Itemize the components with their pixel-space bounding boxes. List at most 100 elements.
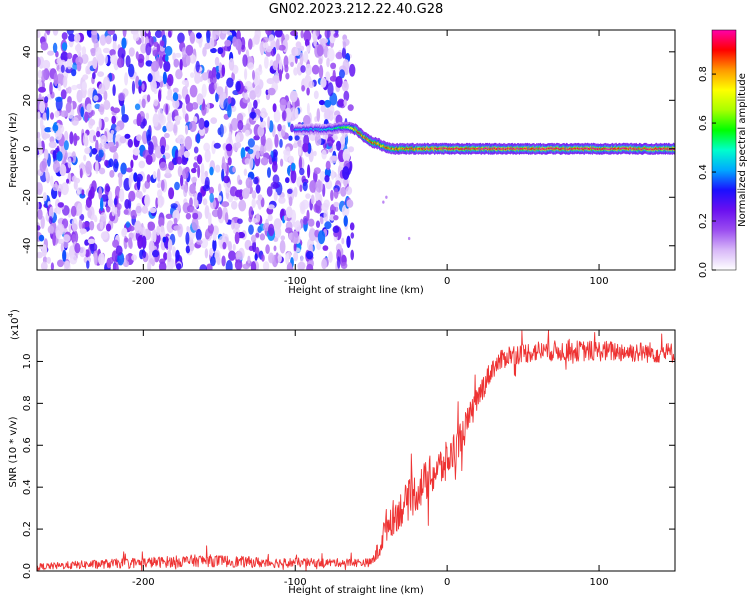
- spectrogram-noise-blob: [71, 116, 79, 126]
- spectrogram-noise-blob: [167, 113, 172, 124]
- spectrogram-noise-blob: [185, 54, 191, 66]
- spectrogram-noise-blob: [335, 140, 342, 151]
- spectrogram-noise-blob: [52, 150, 57, 160]
- spectrogram-noise-blob: [162, 71, 167, 85]
- spectrogram-noise-blob: [227, 104, 232, 118]
- spectrogram-noise-blob: [306, 263, 314, 270]
- x-tick-label: 100: [590, 276, 609, 287]
- spectrogram-noise-blob: [185, 231, 190, 245]
- spectrogram-noise-blob: [325, 71, 331, 81]
- spectrogram-noise-blob: [274, 134, 279, 148]
- spectrogram-noise-blob: [250, 261, 257, 270]
- colorbar-ticks: 0.0 0.2 0.4 0.6 0.8: [698, 66, 716, 278]
- spectrogram-noise-blob: [284, 107, 292, 122]
- spectrogram-noise-blob: [118, 92, 126, 101]
- spectrogram-noise-blob: [191, 176, 198, 183]
- spectrogram-noise-blob: [180, 174, 184, 187]
- spectrogram-noise-blob: [135, 75, 140, 89]
- spectrogram-noise-blob: [213, 82, 218, 91]
- spectrogram-noise-blob: [168, 187, 175, 200]
- spectrogram-noise-blob: [164, 45, 173, 56]
- spectrogram-noise-blob: [179, 58, 183, 71]
- spectrogram-noise-blob: [316, 108, 321, 122]
- spectrogram-noise-blob: [121, 227, 128, 236]
- spectrogram-noise-blob: [145, 30, 149, 34]
- spectrogram-noise-blob: [75, 56, 84, 66]
- spectrogram-noise-blob: [160, 179, 165, 192]
- spectrogram-noise-blob: [309, 180, 317, 193]
- spectrogram-noise-blob: [104, 54, 108, 65]
- spectrogram-noise-blob: [228, 131, 232, 143]
- spectrogram-noise-blob: [177, 165, 183, 177]
- spectrogram-noise-blob: [255, 232, 260, 238]
- spectrogram-noise-blob: [253, 135, 260, 141]
- spectrogram-noise-blob: [131, 80, 136, 95]
- spectrogram-noise-blob: [112, 239, 120, 248]
- spectrogram-noise-blob: [194, 73, 201, 84]
- spectrogram-noise-blob: [265, 30, 272, 36]
- spectrogram-noise-blob: [221, 64, 226, 77]
- spectrogram-noise-blob: [46, 30, 51, 36]
- spectrogram-noise-blob: [112, 107, 121, 114]
- spectrogram-noise-blob: [268, 252, 275, 264]
- spectrogram-noise-blob: [317, 230, 326, 245]
- spectrogram-noise-blob: [196, 93, 204, 106]
- spectrogram-noise-blob: [109, 49, 116, 57]
- spectrogram-noise-blob: [273, 191, 278, 202]
- spectrogram-noise-blob: [232, 36, 238, 47]
- spectrogram-noise-blob: [298, 156, 303, 171]
- spectrogram-noise-blob: [87, 209, 93, 219]
- spectrogram-noise-blob: [225, 260, 233, 270]
- spectrogram-noise-blob: [195, 228, 202, 241]
- spectrogram-noise-blob: [109, 170, 115, 178]
- colorbar-tick-label: 0.0: [698, 262, 709, 278]
- spectrogram-noise-blob: [234, 259, 243, 270]
- spectrogram-noise-blob: [145, 154, 153, 165]
- spectrogram-noise-blob: [275, 38, 280, 51]
- spectrogram-noise-blob: [342, 148, 351, 163]
- spectrogram-noise-blob: [327, 82, 334, 97]
- spectrogram-noise-blob: [209, 166, 214, 176]
- spectrogram-noise-blob: [71, 175, 77, 183]
- spectrogram-noise-blob: [318, 64, 324, 79]
- spectrogram-noise-blob: [340, 135, 346, 145]
- spectrogram-noise-blob: [349, 222, 355, 231]
- spectrogram-noise-blob: [93, 252, 98, 266]
- spectrogram-noise-blob: [324, 108, 331, 120]
- spectrogram-noise-blob: [230, 117, 239, 131]
- spectrogram-noise-blob: [175, 249, 180, 262]
- spectrogram-noise-blob: [39, 160, 47, 173]
- colorbar-tick-label: 0.6: [698, 115, 709, 131]
- spectrogram-noise-blob: [156, 168, 161, 182]
- spectrogram-noise-blob: [136, 176, 141, 191]
- spectrogram-noise-blob: [94, 216, 98, 223]
- spectrogram-noise-blob: [106, 257, 112, 269]
- spectrogram-noise-blob: [130, 209, 138, 220]
- spectrogram-noise-blob: [207, 223, 214, 234]
- y-tick-label: 0.8: [22, 395, 33, 411]
- spectrogram-noise-blob: [160, 145, 166, 155]
- spectrogram-noise-blob: [252, 218, 258, 224]
- spectrogram-noise-blob: [76, 43, 81, 55]
- spectrogram-noise-blob: [322, 245, 329, 251]
- spectrogram-noise-blob: [340, 186, 347, 197]
- spectrogram-noise-blob: [255, 184, 261, 194]
- spectrogram-noise-blob: [349, 63, 356, 77]
- snr-multiplier: (x104): [7, 309, 21, 340]
- colorbar-title: Normalized spectral amplitude: [737, 73, 748, 227]
- spectrogram-noise-blob: [277, 254, 282, 263]
- spectrogram-noise-blob: [350, 249, 355, 261]
- spectrogram-noise-blob: [90, 30, 98, 36]
- spectrogram-noise-blob: [316, 44, 324, 57]
- spectrogram-noise-blob: [84, 239, 89, 246]
- spectrogram-noise-blob: [339, 69, 345, 79]
- spectrogram-noise-blob: [214, 56, 220, 67]
- spectrogram-noise-blob: [60, 242, 64, 252]
- snr-ticks: -200 -100 0 100 0.0 0.2 0.4 0.6 0.8 1.0: [22, 330, 675, 588]
- svg-text:(x104): (x104): [7, 309, 21, 340]
- spectrogram-noise-blob: [97, 71, 105, 77]
- spectrogram-noise-blob: [335, 76, 343, 88]
- spectrogram-noise-blob: [185, 94, 191, 106]
- spectrogram-noise-blob: [146, 94, 151, 103]
